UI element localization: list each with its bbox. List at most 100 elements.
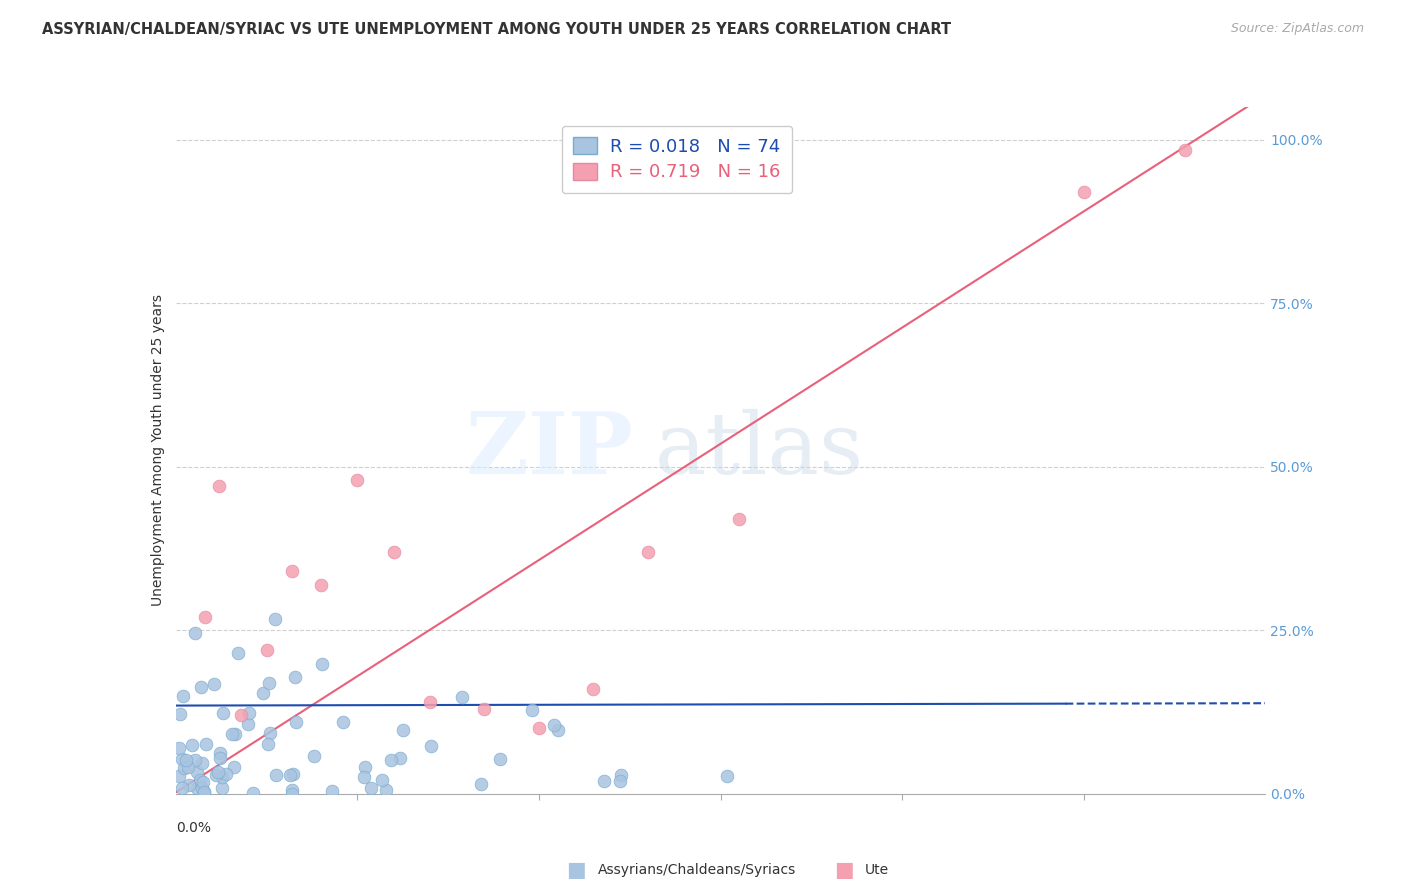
Point — [169, 769, 191, 783]
Text: 0.0%: 0.0% — [176, 822, 211, 835]
Point — [170, 752, 193, 766]
Point — [205, 768, 228, 782]
Point — [215, 766, 238, 780]
Text: ASSYRIAN/CHALDEAN/SYRIAC VS UTE UNEMPLOYMENT AMONG YOUTH UNDER 25 YEARS CORRELAT: ASSYRIAN/CHALDEAN/SYRIAC VS UTE UNEMPLOY… — [42, 22, 952, 37]
Point — [332, 714, 354, 729]
Point — [609, 774, 631, 789]
Point — [281, 767, 304, 781]
Point — [221, 727, 243, 741]
Text: ZIP: ZIP — [465, 409, 633, 492]
Point — [374, 783, 396, 797]
Point — [256, 643, 278, 657]
Point — [231, 708, 253, 723]
Point — [360, 781, 382, 796]
Point — [353, 771, 375, 785]
Point — [252, 686, 274, 700]
Point — [207, 764, 229, 779]
Point — [543, 718, 565, 732]
Point — [354, 759, 377, 773]
Point — [257, 675, 280, 690]
Point — [190, 680, 212, 694]
Point — [527, 722, 550, 736]
Text: Assyrians/Chaldeans/Syriacs: Assyrians/Chaldeans/Syriacs — [598, 863, 796, 877]
Point — [186, 765, 208, 780]
Point — [211, 770, 233, 784]
Point — [222, 759, 245, 773]
Legend: R = 0.018   N = 74, R = 0.719   N = 16: R = 0.018 N = 74, R = 0.719 N = 16 — [562, 126, 792, 193]
Point — [281, 565, 304, 579]
Point — [194, 610, 217, 624]
Text: Source: ZipAtlas.com: Source: ZipAtlas.com — [1230, 22, 1364, 36]
Point — [177, 778, 200, 792]
Point — [169, 740, 191, 755]
Point — [212, 706, 235, 720]
Point — [176, 760, 198, 774]
Text: Ute: Ute — [865, 863, 889, 877]
Point — [489, 752, 512, 766]
Point — [311, 657, 333, 671]
Point — [238, 706, 260, 720]
Point — [321, 783, 343, 797]
Point — [193, 785, 215, 799]
Point — [637, 545, 659, 559]
Point — [186, 780, 208, 795]
Point — [224, 727, 246, 741]
Point — [193, 774, 215, 789]
Point — [389, 751, 412, 765]
Point — [208, 747, 231, 761]
Point — [380, 753, 402, 767]
Point — [266, 768, 288, 782]
Point — [202, 677, 225, 691]
Point — [184, 625, 207, 640]
Point — [1174, 143, 1197, 157]
Point — [236, 716, 259, 731]
Point — [727, 512, 749, 526]
Point — [181, 738, 204, 752]
Point — [346, 473, 368, 487]
Point — [208, 479, 231, 493]
Point — [226, 647, 249, 661]
Point — [280, 787, 302, 801]
Point — [1073, 185, 1095, 199]
Point — [264, 612, 287, 626]
Point — [174, 753, 197, 767]
Point — [382, 545, 405, 559]
Point — [278, 768, 301, 782]
Point — [211, 780, 233, 795]
Point — [195, 737, 218, 751]
Point — [392, 723, 415, 737]
Point — [256, 737, 278, 751]
Point — [285, 714, 308, 729]
Point — [190, 781, 212, 796]
Point — [190, 756, 212, 770]
Point — [169, 706, 191, 721]
Point — [281, 783, 304, 797]
Point — [470, 777, 492, 791]
Point — [173, 761, 195, 775]
Point — [716, 769, 738, 783]
Text: atlas: atlas — [655, 409, 865, 492]
Y-axis label: Unemployment Among Youth under 25 years: Unemployment Among Youth under 25 years — [150, 294, 165, 607]
Point — [474, 702, 496, 716]
Text: ■: ■ — [834, 860, 853, 880]
Point — [284, 670, 307, 684]
Point — [170, 780, 193, 795]
Point — [419, 695, 441, 709]
Point — [193, 785, 215, 799]
Point — [188, 772, 211, 787]
Point — [582, 682, 605, 697]
Point — [242, 786, 264, 800]
Point — [172, 690, 194, 704]
Point — [522, 703, 544, 717]
Point — [208, 750, 231, 764]
Point — [184, 754, 207, 768]
Point — [610, 767, 633, 781]
Point — [259, 725, 281, 739]
Point — [309, 577, 332, 591]
Point — [593, 774, 616, 789]
Point — [420, 739, 443, 753]
Point — [302, 748, 325, 763]
Point — [547, 723, 569, 737]
Text: ■: ■ — [567, 860, 586, 880]
Point — [371, 772, 394, 787]
